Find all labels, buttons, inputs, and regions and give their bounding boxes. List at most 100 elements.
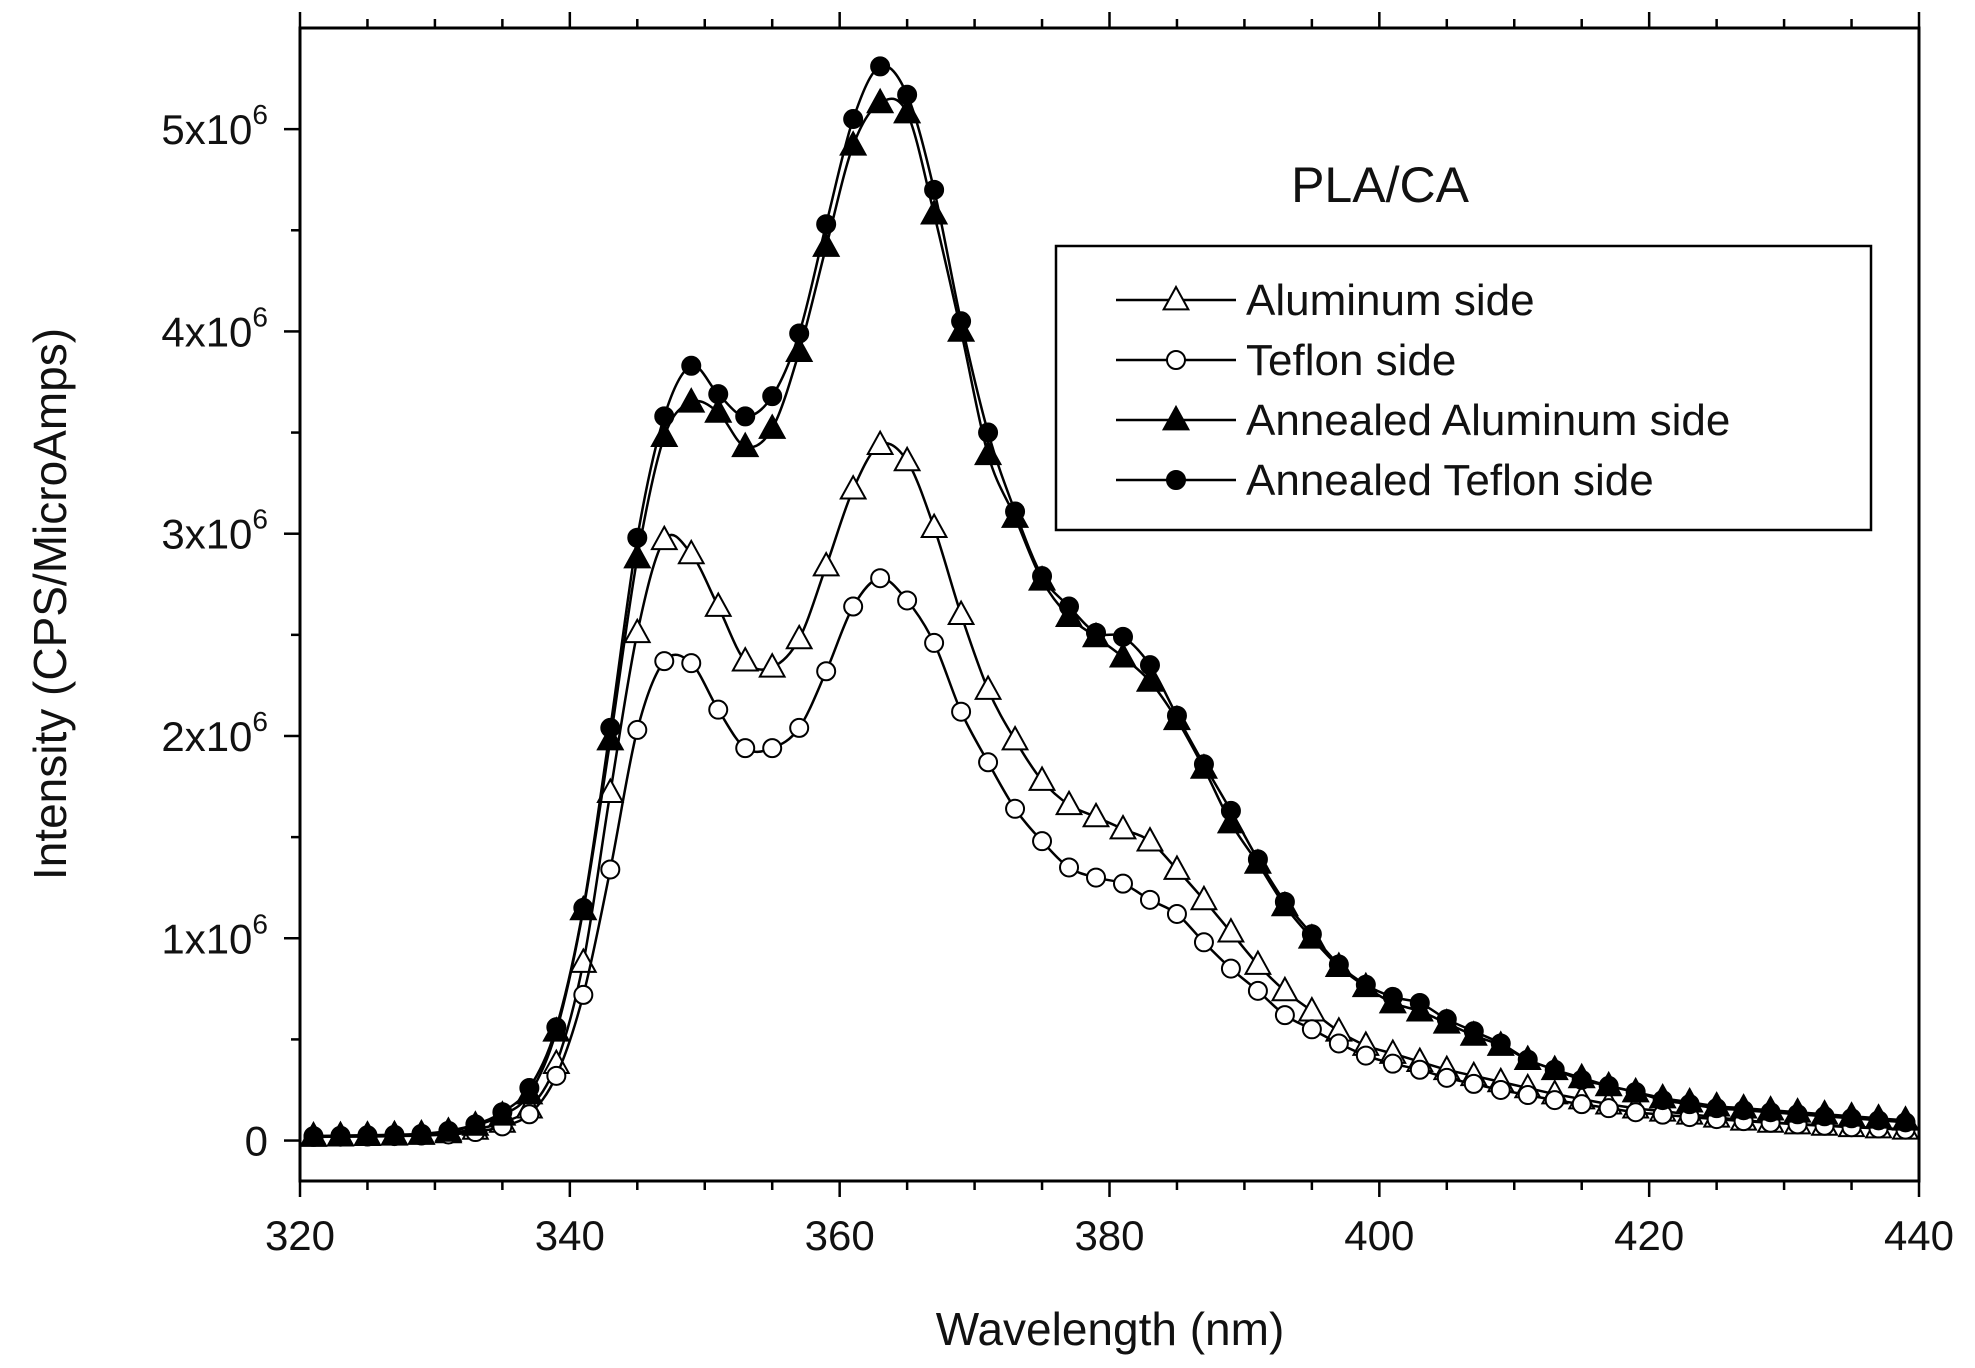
series-3-point-9 — [546, 1017, 567, 1038]
series-3-point-37 — [1301, 924, 1322, 945]
series-3-point-30 — [1112, 626, 1133, 647]
series-3-point-56 — [1814, 1106, 1835, 1127]
series-1-point-28 — [1059, 857, 1080, 878]
series-3-point-46 — [1544, 1059, 1565, 1080]
series-1-point-9 — [546, 1065, 567, 1086]
series-3-point-54 — [1760, 1102, 1781, 1123]
y-tick-label: 1x106 — [161, 908, 268, 962]
series-3-point-12 — [627, 527, 648, 548]
series-1-point-43 — [1463, 1073, 1484, 1094]
series-3-point-10 — [573, 897, 594, 918]
series-1-point-44 — [1490, 1079, 1511, 1100]
legend-marker-0 — [1161, 284, 1191, 311]
series-3-point-47 — [1571, 1069, 1592, 1090]
series-3-point-58 — [1868, 1110, 1889, 1131]
series-0-point-13 — [650, 524, 679, 551]
series-3-point-57 — [1841, 1108, 1862, 1129]
series-2-point-30 — [1108, 642, 1138, 668]
series-3-point-18 — [789, 323, 810, 344]
y-tick-base: 2x10 — [161, 713, 252, 760]
y-tick-exponent: 6 — [252, 99, 268, 130]
series-1-point-11 — [600, 859, 621, 880]
series-3-point-41 — [1409, 992, 1430, 1013]
series-0-point-23 — [920, 512, 949, 538]
y-tick-base: 4x10 — [161, 308, 252, 355]
legend-marker-2 — [1161, 404, 1191, 431]
x-tick-label: 320 — [265, 1212, 335, 1259]
series-3-point-42 — [1436, 1009, 1457, 1030]
series-3 — [303, 56, 1916, 1147]
series-2-point-21 — [866, 87, 895, 114]
series-3-point-50 — [1652, 1090, 1673, 1111]
series-1-point-30 — [1112, 873, 1133, 894]
series-0-point-25 — [974, 674, 1003, 700]
series-0-point-16 — [731, 646, 760, 672]
series-1-point-48 — [1598, 1098, 1619, 1119]
series-1-point-21 — [870, 568, 891, 589]
series-1-point-17 — [762, 738, 783, 759]
y-tick-exponent: 6 — [252, 504, 268, 535]
series-3-point-0 — [303, 1126, 324, 1147]
series-0-point-33 — [1189, 884, 1218, 911]
series-3-point-55 — [1787, 1104, 1808, 1125]
y-tick-base: 3x10 — [161, 511, 252, 558]
series-2-point-31 — [1135, 666, 1165, 692]
series-3-point-15 — [708, 384, 729, 405]
series-3-point-52 — [1706, 1098, 1727, 1119]
legend-marker-1 — [1166, 350, 1186, 370]
series-3-point-13 — [654, 406, 675, 427]
series-3-point-16 — [735, 406, 756, 427]
series-3-point-21 — [870, 56, 891, 77]
series-1-point-32 — [1166, 903, 1187, 924]
series-2-point-17 — [758, 413, 787, 439]
series-0-point-36 — [1270, 975, 1299, 1002]
series-3-point-4 — [411, 1123, 432, 1144]
series-1-point-25 — [978, 752, 999, 773]
series-1-point-12 — [627, 719, 648, 740]
y-tick-label: 3x106 — [161, 504, 268, 558]
series-0-point-30 — [1108, 813, 1138, 840]
x-tick-label: 400 — [1344, 1212, 1414, 1259]
series-1-point-10 — [573, 984, 594, 1005]
series-3-point-23 — [924, 179, 945, 200]
y-tick-label: 4x106 — [161, 301, 268, 355]
series-3-point-45 — [1517, 1049, 1538, 1070]
series-1-point-16 — [735, 738, 756, 759]
series-3-point-48 — [1598, 1075, 1619, 1096]
x-tick-label: 380 — [1074, 1212, 1144, 1259]
series-1-point-31 — [1139, 889, 1160, 910]
series-3-point-28 — [1059, 596, 1080, 617]
series-3-point-11 — [600, 717, 621, 738]
y-tick-label: 0 — [245, 1118, 268, 1165]
series-0-point-24 — [947, 599, 976, 625]
y-tick-base: 0 — [245, 1118, 268, 1165]
series-3-point-32 — [1166, 705, 1187, 726]
series-3-point-44 — [1490, 1033, 1511, 1054]
series-3-point-40 — [1382, 986, 1403, 1007]
legend-label-2: Annealed Aluminum side — [1246, 396, 1730, 445]
x-axis-title: Wavelength (nm) — [936, 1303, 1285, 1355]
legend-marker-3 — [1166, 470, 1186, 490]
series-1-point-42 — [1436, 1067, 1457, 1088]
series-1-point-47 — [1571, 1094, 1592, 1115]
series-1-point-14 — [681, 653, 702, 674]
series-0-point-35 — [1243, 949, 1272, 975]
legend-label-1: Teflon side — [1246, 336, 1456, 385]
series-0-point-31 — [1135, 826, 1165, 852]
series-3-point-53 — [1733, 1100, 1754, 1121]
legend-box — [1054, 244, 1873, 532]
series-3-point-39 — [1355, 974, 1376, 995]
series-0-point-18 — [785, 623, 814, 650]
series-1-point-40 — [1382, 1053, 1403, 1074]
series-2-point-14 — [677, 387, 706, 413]
series-3-point-26 — [1005, 501, 1026, 522]
series-3-point-38 — [1328, 954, 1349, 975]
series-1-point-24 — [951, 701, 972, 722]
series-3-point-34 — [1220, 800, 1241, 821]
series-3-point-49 — [1625, 1081, 1646, 1102]
series-1-point-20 — [843, 596, 864, 617]
series-layer — [299, 56, 1920, 1147]
series-3-point-59 — [1895, 1112, 1916, 1133]
series-0-point-29 — [1081, 801, 1111, 828]
series-1-point-49 — [1625, 1102, 1646, 1123]
